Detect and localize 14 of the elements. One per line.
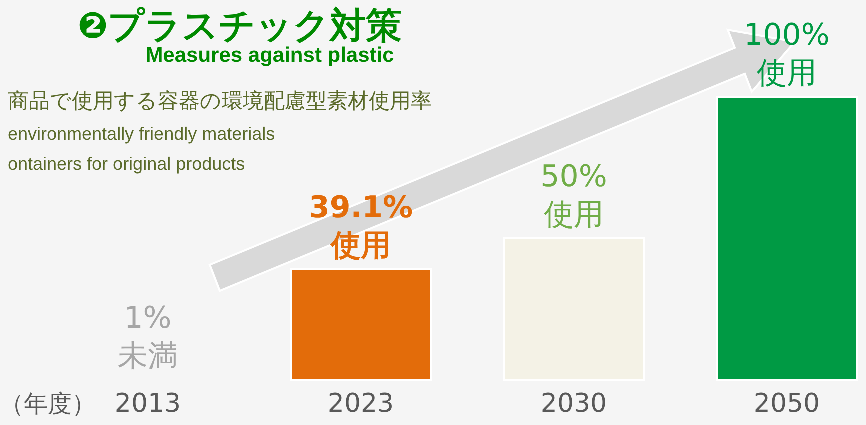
annotation: environmentally friendly materials xyxy=(8,124,276,144)
x-tick-label: 2050 xyxy=(754,389,820,419)
x-axis-title: （年度） xyxy=(0,390,96,418)
chart-subtitle: Measures against plastic xyxy=(146,44,395,67)
x-tick-label: 2023 xyxy=(328,389,394,419)
annotation: ontainers for original products xyxy=(8,154,246,174)
data-label: 50% 使用 xyxy=(540,160,608,232)
annotation: 商品で使用する容器の環境配慮型素材使用率 xyxy=(8,90,432,113)
data-label: 39.1% 使用 xyxy=(308,190,414,264)
chart-title: ❷プラスチック対策 xyxy=(78,6,402,47)
x-tick-label: 2030 xyxy=(540,389,608,419)
data-label: 100% 使用 xyxy=(744,18,830,91)
text: 1% 未満 xyxy=(118,301,178,374)
x-tick-label: 2013 xyxy=(114,389,182,419)
